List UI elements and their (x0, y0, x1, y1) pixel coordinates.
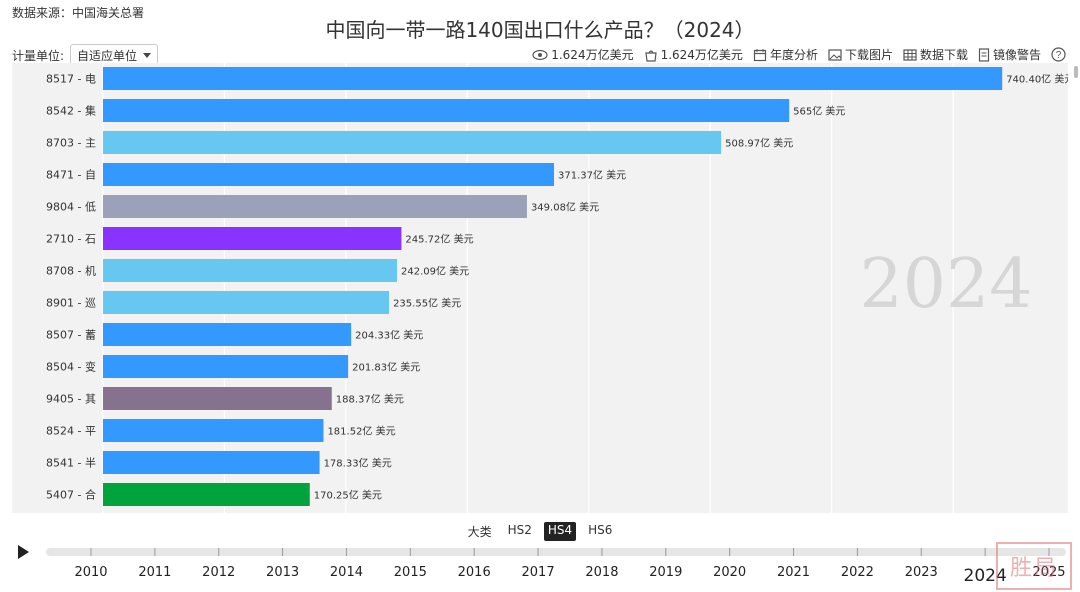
bar[interactable] (103, 483, 310, 506)
chart-area: 2024 8517 - 电 740.40亿 美元 8542 - 集 565亿 美元 870… (12, 63, 1068, 513)
bar[interactable] (103, 163, 555, 186)
toolbar: 1.624万亿美元 1.624万亿美元 年度分析 下载图片 数据下载 镜像警告 … (532, 46, 1066, 63)
tab-hs6[interactable]: HS6 (588, 523, 613, 537)
table-icon (903, 48, 917, 61)
bar[interactable] (103, 195, 527, 218)
value-label: 242.09亿 美元 (401, 265, 469, 278)
bar[interactable] (103, 419, 324, 442)
category-label: 8524 - 平 (46, 425, 96, 438)
value-label: 245.72亿 美元 (405, 233, 473, 246)
unit-value: 自适应单位 (77, 48, 138, 63)
help-button[interactable]: ? (1051, 47, 1066, 62)
timeline-year[interactable]: 2014 (330, 565, 363, 580)
value-label: 508.97亿 美元 (725, 137, 793, 150)
category-label: 2710 - 石 (46, 233, 96, 246)
calendar-icon (753, 48, 767, 61)
bar[interactable] (103, 99, 790, 122)
timeline-year[interactable]: 2011 (138, 565, 171, 580)
bar[interactable] (103, 451, 320, 474)
svg-text:?: ? (1056, 50, 1062, 61)
category-label: 9804 - 低 (46, 201, 96, 214)
timeline: 2010 2011 2012 2013 2014 2015 2016 2017 2018 2019… (74, 548, 1066, 586)
category-label: 8541 - 半 (46, 456, 96, 470)
category-label: 5407 - 合 (46, 488, 96, 502)
data-source: 数据来源：中国海关总署 (12, 6, 145, 20)
category-label: 8507 - 蓄 (46, 329, 96, 342)
bar[interactable] (103, 355, 349, 378)
bar[interactable] (103, 259, 398, 282)
bar[interactable] (103, 67, 1003, 90)
value-label: 740.40亿 美元 (1006, 73, 1068, 86)
annual-analysis-button[interactable]: 年度分析 (753, 46, 818, 63)
value-label: 349.08亿 美元 (531, 201, 599, 214)
timeline-year[interactable]: 2021 (777, 565, 810, 580)
timeline-year[interactable]: 2015 (394, 565, 427, 580)
timeline-year[interactable]: 2010 (74, 565, 107, 580)
tab-大类[interactable]: 大类 (467, 525, 492, 539)
unit-dropdown[interactable]: 自适应单位 (70, 44, 159, 66)
value-label: 565亿 美元 (793, 105, 845, 118)
chart-title: 中国向一带一路140国出口什么产品？（2024） (325, 18, 755, 42)
category-label: 9405 - 其 (46, 393, 96, 406)
document-icon (978, 47, 990, 62)
value-label: 201.83亿 美元 (352, 361, 420, 374)
category-label: 8901 - 巡 (46, 297, 96, 310)
image-icon (828, 48, 842, 61)
mirror-warning-button[interactable]: 镜像警告 (978, 46, 1041, 63)
bar[interactable] (103, 227, 402, 250)
value-label: 178.33亿 美元 (324, 457, 392, 470)
eye-icon (532, 49, 548, 60)
hs-level-tabs: 大类 HS2 HS4 HS6 (0, 522, 1080, 541)
chevron-down-icon (143, 52, 152, 58)
category-label: 8542 - 集 (46, 104, 96, 118)
value-label: 188.37亿 美元 (336, 393, 404, 406)
total-value-a[interactable]: 1.624万亿美元 (532, 46, 634, 63)
download-data-button[interactable]: 数据下载 (903, 46, 968, 63)
value-label: 235.55亿 美元 (393, 297, 461, 310)
bar[interactable] (103, 291, 390, 314)
value-label: 204.33亿 美元 (355, 329, 423, 342)
timeline-year[interactable]: 2017 (522, 565, 555, 580)
scrollbar[interactable] (1074, 66, 1078, 78)
timeline-year[interactable]: 2020 (713, 565, 746, 580)
bar[interactable] (103, 387, 332, 410)
timeline-year[interactable]: 2023 (905, 565, 938, 580)
timeline-current-year[interactable]: 2024 (964, 566, 1007, 586)
category-label: 8471 - 自 (46, 169, 96, 182)
bar[interactable] (103, 131, 722, 154)
value-label: 170.25亿 美元 (314, 489, 382, 502)
bar-chart: 2024 8517 - 电 740.40亿 美元 8542 - 集 565亿 美元 870… (46, 63, 1068, 513)
category-label: 8708 - 机 (46, 264, 96, 278)
timeline-year[interactable]: 2025 (1032, 565, 1065, 580)
tab-hs4[interactable]: HS4 (543, 522, 577, 541)
bar[interactable] (103, 323, 352, 346)
timeline-track[interactable] (46, 548, 1066, 556)
timeline-year[interactable]: 2012 (202, 565, 235, 580)
unit-selector: 计量单位: 自适应单位 (12, 44, 159, 66)
bag-icon (644, 49, 657, 62)
timeline-year[interactable]: 2019 (649, 565, 682, 580)
watermark-logo: 胜局 (996, 542, 1072, 590)
download-image-button[interactable]: 下载图片 (828, 46, 893, 63)
year-watermark: 2024 (859, 245, 1032, 324)
value-label: 181.52亿 美元 (327, 425, 395, 438)
total-value-b[interactable]: 1.624万亿美元 (644, 46, 743, 63)
timeline-year[interactable]: 2022 (841, 565, 874, 580)
timeline-year[interactable]: 2016 (458, 565, 491, 580)
unit-label: 计量单位: (12, 48, 65, 63)
timeline-year[interactable]: 2013 (266, 565, 299, 580)
help-icon: ? (1051, 47, 1066, 62)
category-label: 8703 - 主 (46, 137, 96, 150)
tab-hs2[interactable]: HS2 (507, 523, 532, 537)
value-label: 371.37亿 美元 (558, 169, 626, 182)
category-label: 8504 - 变 (46, 360, 96, 374)
timeline-year[interactable]: 2018 (585, 565, 618, 580)
play-icon[interactable] (18, 545, 29, 559)
category-label: 8517 - 电 (46, 73, 96, 86)
